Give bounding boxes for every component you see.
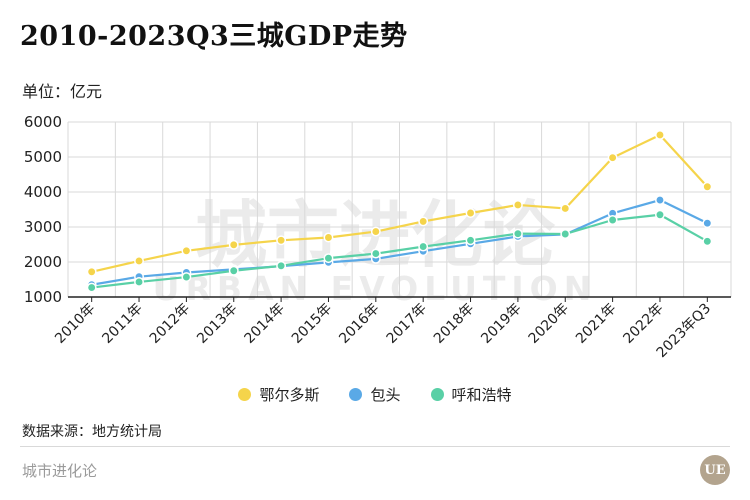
y-tick-label: 1000 [24,288,62,306]
data-point [181,245,192,256]
legend-marker [349,388,363,401]
data-point [465,208,476,218]
data-point [134,256,144,266]
data-point [276,260,287,271]
brand-name: 城市进化论 [22,462,98,480]
data-point [418,241,429,252]
data-point [512,228,523,239]
data-point [370,226,381,237]
data-point [655,130,665,140]
legend-marker [238,388,252,401]
brand-logo: UE [700,455,730,485]
data-point [134,277,144,287]
gdp-line-chart: 城市进化论 URBAN EVOLUTION 100020003000400050… [24,113,732,361]
series-line [91,133,709,273]
data-point [560,203,571,214]
legend-label: 包头 [370,386,401,404]
data-point [465,235,476,246]
data-point [702,218,713,229]
y-tick-label: 2000 [24,253,62,271]
data-point [418,216,429,227]
data-point [276,235,287,246]
series [86,130,713,293]
data-point [86,282,97,293]
x-tick-label: 2010年 [52,301,98,347]
data-point [702,236,713,247]
data-point [607,215,618,225]
footer-divider [20,446,730,447]
x-tick-label: 2022年 [620,301,666,347]
series-line [91,213,708,289]
series-3 [86,209,713,293]
watermark-en: URBAN EVOLUTION [153,269,598,308]
chart-title: 2010-2023Q3三城GDP走势 [20,21,408,52]
series-1 [86,130,713,277]
data-point [323,232,334,243]
y-tick-label: 3000 [24,218,62,236]
y-tick-label: 6000 [24,113,62,131]
legend-label: 呼和浩特 [451,386,512,404]
data-point [655,209,665,220]
series-line [91,198,708,286]
legend-item: 包头 [349,384,401,405]
source-note: 数据来源：地方统计局 [22,424,162,440]
data-point [512,200,523,210]
data-point [323,253,334,264]
data-point [86,266,97,277]
y-tick-label: 4000 [24,183,62,201]
y-tick-label: 5000 [24,148,62,166]
x-tick-label: 2011年 [99,301,145,347]
data-point [228,265,239,276]
data-point [607,152,618,163]
data-point [181,272,192,282]
legend-label: 鄂尔多斯 [259,386,320,404]
legend-item: 鄂尔多斯 [238,384,319,405]
legend-item: 呼和浩特 [430,384,512,405]
legend-marker [430,388,444,401]
legend: 鄂尔多斯 包头 呼和浩特 [0,384,750,405]
data-point [702,181,713,192]
data-point [370,248,381,259]
data-point [560,229,571,239]
data-point [655,195,665,206]
unit-label: 单位：亿元 [22,82,103,101]
data-point [228,239,239,250]
